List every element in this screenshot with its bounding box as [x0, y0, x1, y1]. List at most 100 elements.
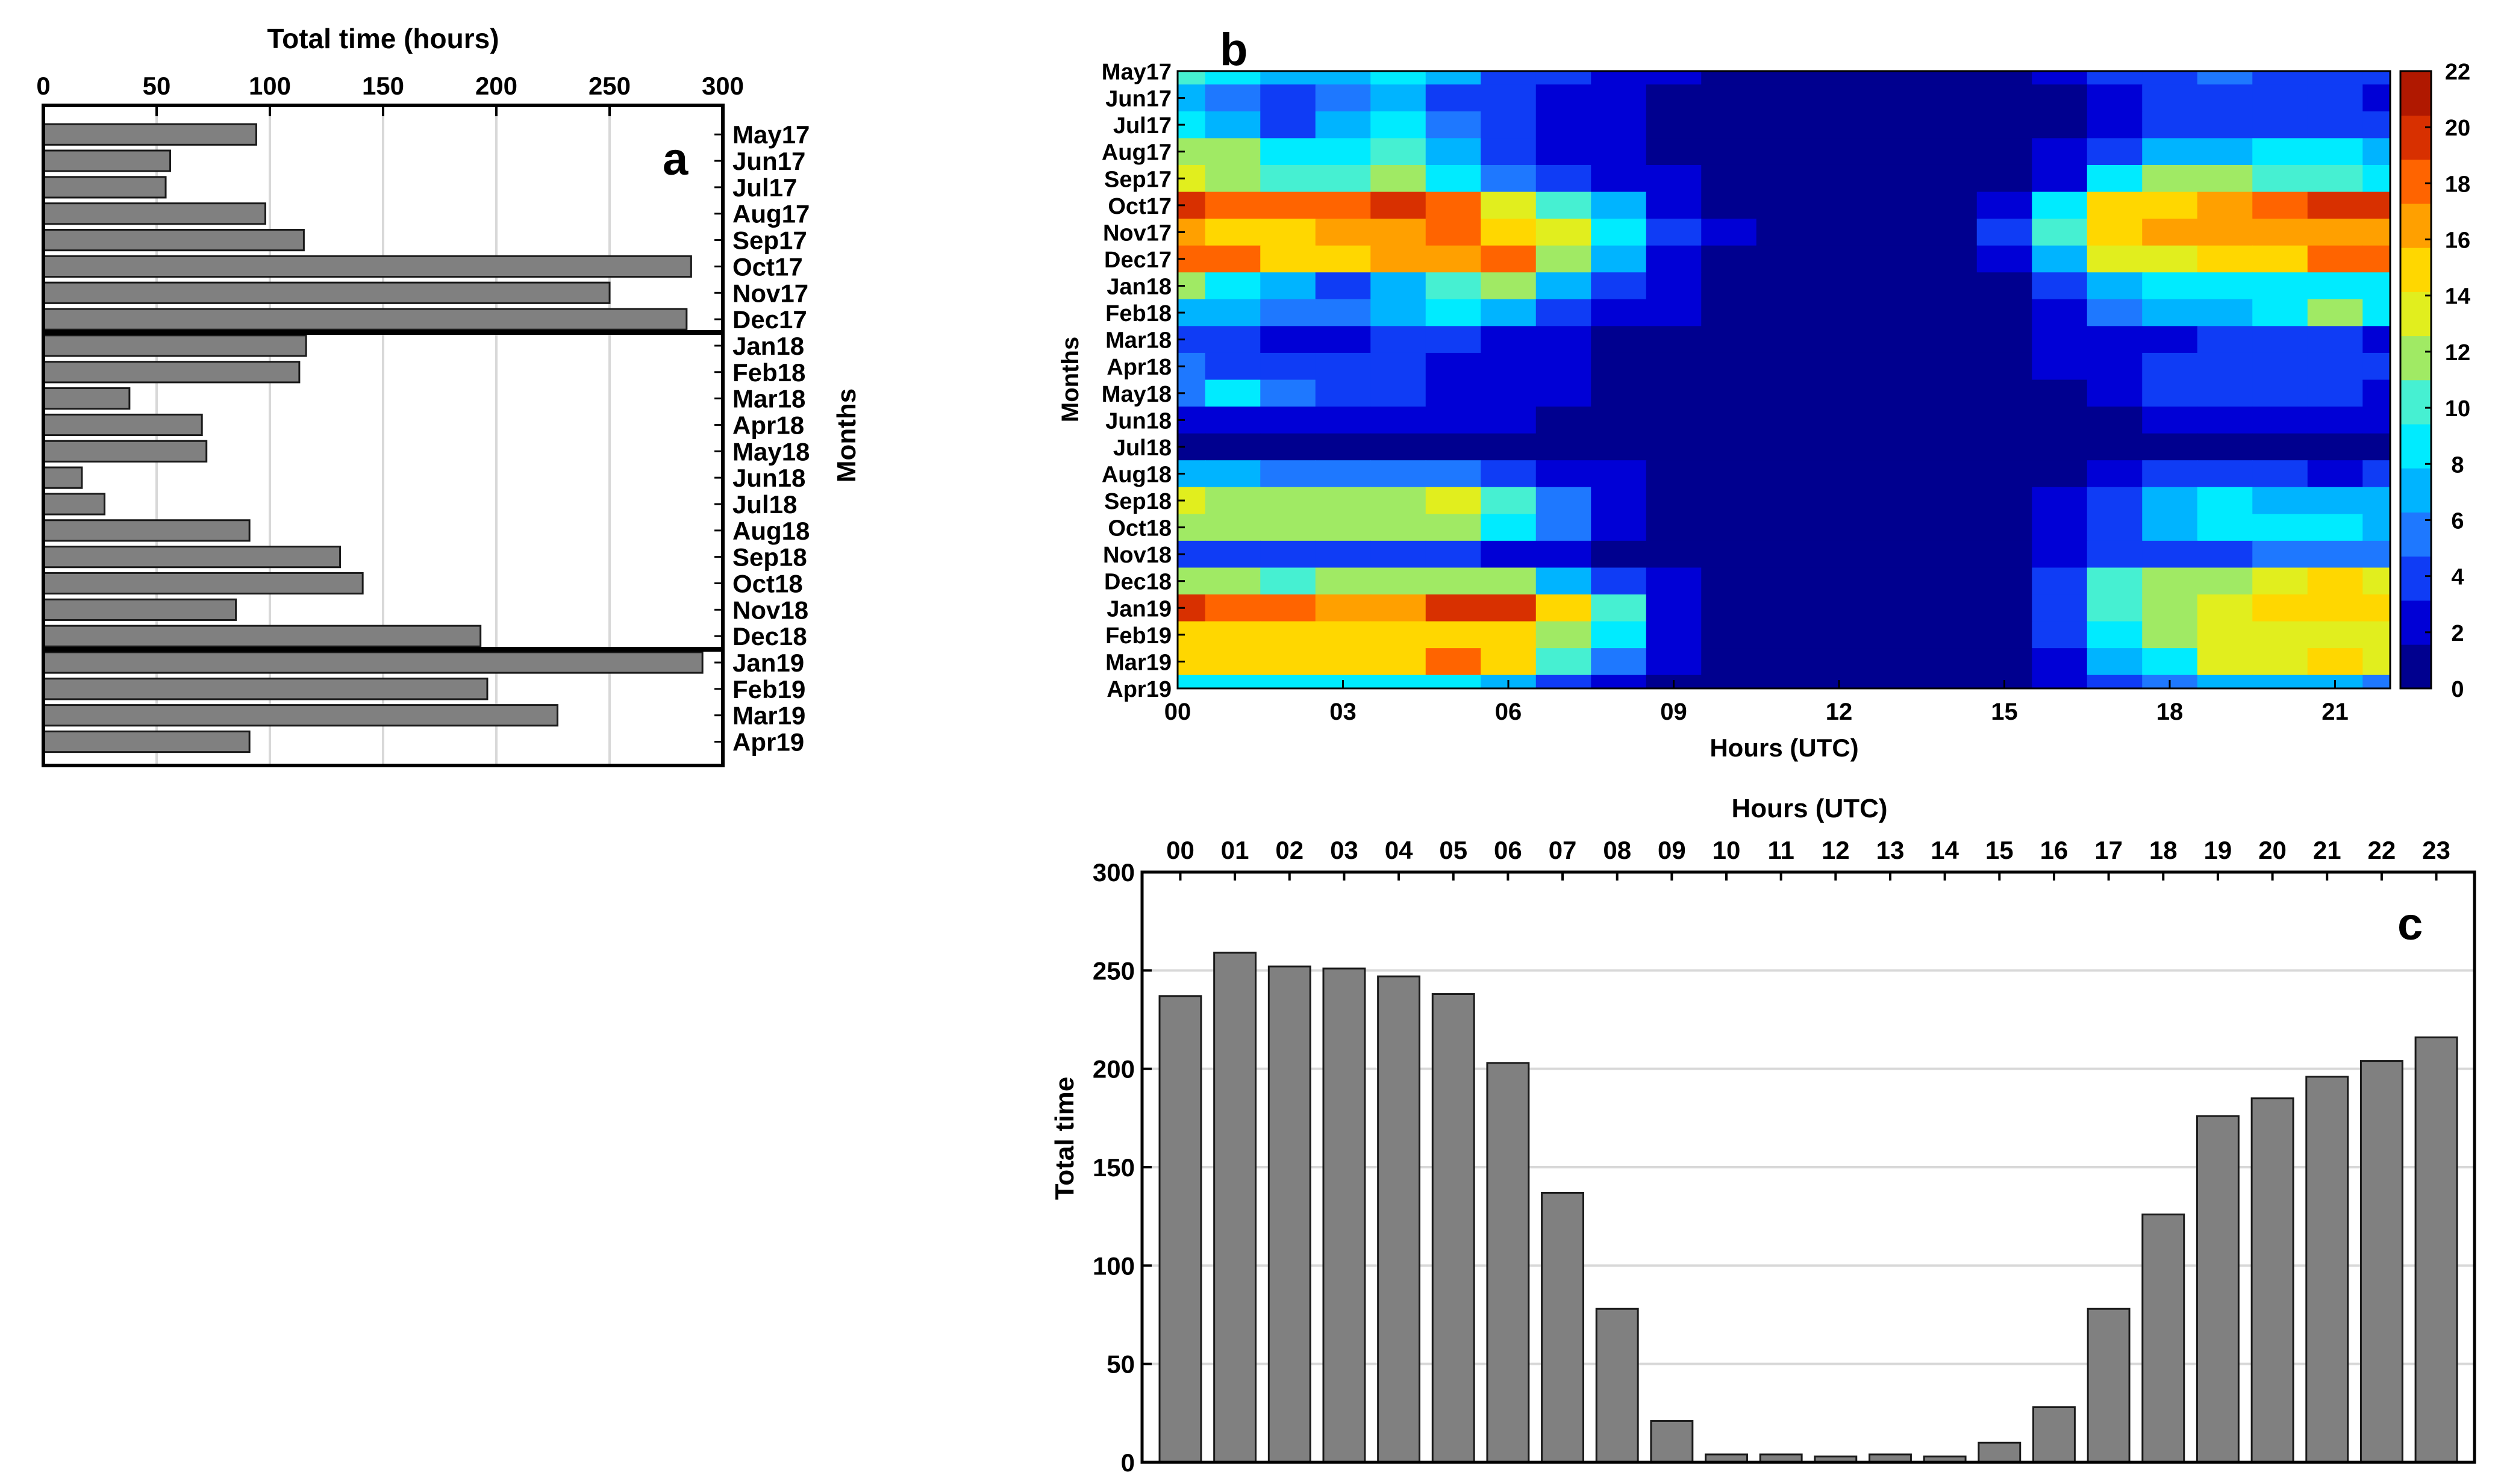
panel-b-heatmap-cell [1425, 326, 1482, 354]
panel-b-heatmap-cell [1811, 648, 1867, 676]
panel-b-heatmap-cell [2252, 460, 2308, 488]
panel-b-y-tick-label: Jun17 [1105, 87, 1172, 112]
panel-b-heatmap-cell [1370, 675, 1426, 689]
panel-b-heatmap-cell [1976, 84, 2033, 112]
panel-b-heatmap-cell [1756, 219, 1813, 246]
panel-a-bar [42, 625, 482, 647]
panel-b-heatmap-cell [1481, 352, 1537, 381]
panel-b-y-tick-label: May18 [1102, 382, 1172, 407]
panel-c-bar [1595, 1308, 1639, 1464]
panel-b-heatmap-cell [1535, 540, 1592, 569]
panel-b-heatmap-cell [1866, 514, 1923, 541]
panel-b-heatmap-cell [1425, 71, 1482, 86]
panel-b-heatmap-cell [1922, 299, 1978, 327]
panel-b-x-tick-label: 12 [1826, 699, 1853, 725]
panel-b-heatmap-cell [1922, 487, 1978, 515]
panel-b-heatmap-cell [1976, 71, 2033, 86]
panel-b-heatmap-cell [1701, 245, 1757, 273]
panel-b-heatmap-cell [1178, 675, 1206, 689]
panel-b-heatmap-cell [1370, 219, 1426, 246]
panel-b-heatmap-cell [2252, 675, 2308, 689]
panel-b-heatmap-cell [1701, 487, 1757, 515]
panel-b-heatmap-cell [1370, 487, 1426, 515]
panel-c-y-tick-label: 250 [1093, 956, 1135, 985]
panel-b-heatmap-cell [1205, 245, 1261, 273]
panel-a-bar [42, 176, 167, 199]
panel-a-bar [42, 493, 106, 516]
panel-b-colorbar-tick-label: 12 [2445, 340, 2470, 366]
panel-b-heatmap-cell [1646, 567, 1702, 595]
panel-b-heatmap-cell [1370, 433, 1426, 461]
panel-b-colorbar-tick-label: 0 [2451, 677, 2464, 702]
panel-b-heatmap-cell [1922, 594, 1978, 622]
panel-b-heatmap-cell [2087, 540, 2143, 569]
panel-b-heatmap-cell [1701, 540, 1757, 569]
panel-b-heatmap-cell [2197, 164, 2253, 193]
panel-b-heatmap-cell [1205, 71, 1261, 86]
panel-b-heatmap-cell [1811, 326, 1867, 354]
panel-b-heatmap-cell [2032, 111, 2088, 139]
panel-b-heatmap-cell [2197, 675, 2253, 689]
panel-b-colorbar-ticks: 0 2 4 6 8 10 12 14 16 18 20 22 [2425, 60, 2470, 702]
panel-b-heatmap-cell [2197, 111, 2253, 139]
panel-b-heatmap-cell [1646, 407, 1702, 434]
panel-b-heatmap-cell [1535, 648, 1592, 676]
panel-b-heatmap-cell [1701, 460, 1757, 488]
panel-b-y-tick-label: Jan19 [1107, 596, 1172, 622]
panel-b-heatmap-cell [2032, 567, 2088, 595]
panel-b-heatmap-cell [2362, 299, 2391, 327]
panel-b-heatmap-cell [1205, 379, 1261, 407]
panel-b-x-tick-label: 03 [1329, 699, 1357, 725]
panel-b-heatmap-cell [2307, 138, 2364, 166]
panel-b-heatmap-cell [1866, 326, 1923, 354]
panel-b-heatmap-cell [1481, 219, 1537, 246]
panel-b-heatmap-cell [2197, 594, 2253, 622]
panel-a-bar [42, 440, 208, 463]
panel-b-heatmap-cell [1866, 245, 1923, 273]
panel-b-heatmap-cell [2307, 299, 2364, 327]
panel-b-heatmap-cell [2197, 299, 2253, 327]
panel-b-heatmap-cell [1178, 71, 1206, 86]
panel-b-heatmap-cell [1205, 621, 1261, 649]
panel-b-heatmap-cell [1701, 192, 1757, 219]
panel-b-heatmap-cell [1370, 164, 1426, 193]
panel-b-heatmap-cell [2307, 219, 2364, 246]
panel-b-heatmap-cell [2252, 299, 2308, 327]
panel-b-heatmap-cell [1591, 675, 1647, 689]
panel-a-y-tick-label: Aug17 [732, 200, 810, 228]
panel-b-heatmap-cell [1811, 407, 1867, 434]
panel-b-heatmap-cell [1205, 219, 1261, 246]
panel-c-x-tick-label: 08 [1603, 836, 1631, 864]
panel-b-heatmap-cell [1811, 192, 1867, 219]
panel-b-heatmap-cell [2142, 299, 2198, 327]
panel-b-heatmap-cell [1811, 379, 1867, 407]
panel-c-x-tick-label: 04 [1385, 836, 1413, 864]
panel-b-heatmap-cell [2087, 138, 2143, 166]
panel-b-heatmap-cell [1922, 514, 1978, 541]
panel-b-heatmap-cell [1701, 111, 1757, 139]
panel-b-heatmap-cell [1535, 433, 1592, 461]
panel-b-heatmap-cell [1701, 138, 1757, 166]
panel-c-bar [1431, 993, 1475, 1464]
panel-b-heatmap-cell [2252, 245, 2308, 273]
panel-b-heatmap-cell [1315, 192, 1372, 219]
panel-a-y-tick-label: Oct17 [732, 252, 803, 281]
panel-b-heatmap-cell [1425, 111, 1482, 139]
panel-b-heatmap-cell [1646, 487, 1702, 515]
panel-b-heatmap-cell [1646, 379, 1702, 407]
panel-b-heatmap-cell [2252, 540, 2308, 569]
panel-b-x-axis-title: Hours (UTC) [1710, 734, 1858, 762]
panel-c-x-tick-label: 10 [1713, 836, 1741, 864]
panel-b-heatmap-cell [2197, 379, 2253, 407]
panel-c-bar [1377, 975, 1421, 1464]
panel-b-heatmap-cell [1701, 648, 1757, 676]
panel-b-heatmap-cell [1591, 460, 1647, 488]
panel-b-heatmap-cell [2087, 164, 2143, 193]
panel-b-heatmap-cell [1535, 352, 1592, 381]
panel-a-bar [42, 334, 307, 357]
panel-b-heatmap-cell [1260, 567, 1316, 595]
panel-b-heatmap-cell [1701, 164, 1757, 193]
panel-b-heatmap-cell [1425, 487, 1482, 515]
panel-b-heatmap-cell [1756, 540, 1813, 569]
panel-c-x-tick-label: 18 [2149, 836, 2178, 864]
